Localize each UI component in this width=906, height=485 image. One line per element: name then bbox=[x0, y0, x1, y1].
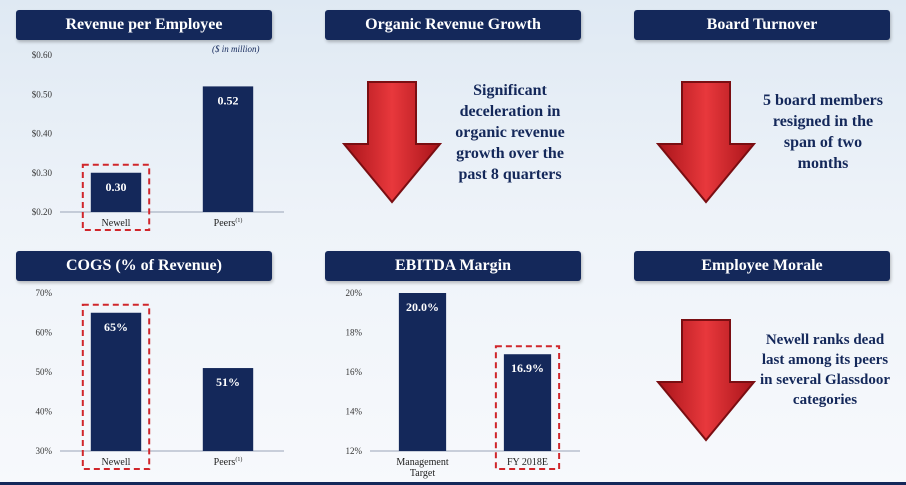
cogs-panel-title: COGS (% of Revenue) bbox=[16, 251, 272, 281]
y-tick-label: 12% bbox=[346, 446, 363, 456]
bar bbox=[202, 368, 254, 451]
category-label: Peers(1) bbox=[214, 217, 243, 229]
category-label: Target bbox=[410, 468, 435, 479]
board-down-arrow-icon bbox=[656, 81, 756, 204]
board-note: 5 board members resigned in the span of … bbox=[763, 92, 883, 172]
bar bbox=[90, 172, 142, 212]
bar bbox=[90, 312, 142, 451]
y-tick-label: 20% bbox=[346, 288, 363, 298]
y-tick-label: 40% bbox=[36, 407, 53, 417]
morale-panel-title: Employee Morale bbox=[634, 251, 890, 281]
bar bbox=[202, 86, 254, 212]
bar bbox=[398, 293, 447, 451]
bottom-rule bbox=[0, 482, 906, 485]
y-tick-label: $0.50 bbox=[32, 89, 53, 99]
y-tick-label: 70% bbox=[36, 288, 53, 298]
y-tick-label: $0.20 bbox=[32, 207, 53, 217]
y-tick-label: $0.40 bbox=[32, 129, 53, 139]
y-tick-label: 30% bbox=[36, 446, 53, 456]
highlight-box bbox=[494, 345, 561, 471]
bar-value-label: 65% bbox=[104, 320, 128, 334]
category-footnote-mark: (1) bbox=[235, 217, 242, 224]
bar-value-label: 51% bbox=[216, 375, 240, 389]
morale-note: Newell ranks dead last among its peers i… bbox=[760, 332, 890, 408]
category-label: FY 2018E bbox=[507, 457, 548, 468]
highlight-box bbox=[81, 303, 151, 470]
bar-value-label: 16.9% bbox=[511, 361, 544, 375]
revenue-panel-title: Revenue per Employee bbox=[16, 10, 272, 40]
y-tick-label: 18% bbox=[346, 328, 363, 338]
morale-down-arrow-icon bbox=[656, 319, 756, 442]
y-tick-label: $0.60 bbox=[32, 50, 53, 60]
y-tick-label: 14% bbox=[346, 407, 363, 417]
bar-value-label: 0.52 bbox=[218, 93, 239, 107]
bar-value-label: 0.30 bbox=[106, 180, 127, 194]
y-tick-label: $0.30 bbox=[32, 168, 53, 178]
revenue-units-label: ($ in million) bbox=[212, 44, 260, 54]
organic-down-arrow-icon bbox=[342, 81, 442, 204]
ebitda-panel-title: EBITDA Margin bbox=[325, 251, 581, 281]
organic-note: Significant deceleration in organic reve… bbox=[455, 82, 565, 183]
y-tick-label: 50% bbox=[36, 367, 53, 377]
y-tick-label: 60% bbox=[36, 328, 53, 338]
category-label: Peers(1) bbox=[214, 456, 243, 468]
organic-panel-title: Organic Revenue Growth bbox=[325, 10, 581, 40]
y-tick-label: 16% bbox=[346, 367, 363, 377]
highlight-box bbox=[81, 163, 151, 231]
board-panel-title: Board Turnover bbox=[634, 10, 890, 40]
bar-value-label: 20.0% bbox=[406, 300, 439, 314]
category-label: Newell bbox=[102, 218, 131, 229]
category-label: Management bbox=[396, 457, 448, 468]
category-footnote-mark: (1) bbox=[235, 456, 242, 463]
bar bbox=[503, 354, 552, 451]
category-label: Newell bbox=[102, 457, 131, 468]
